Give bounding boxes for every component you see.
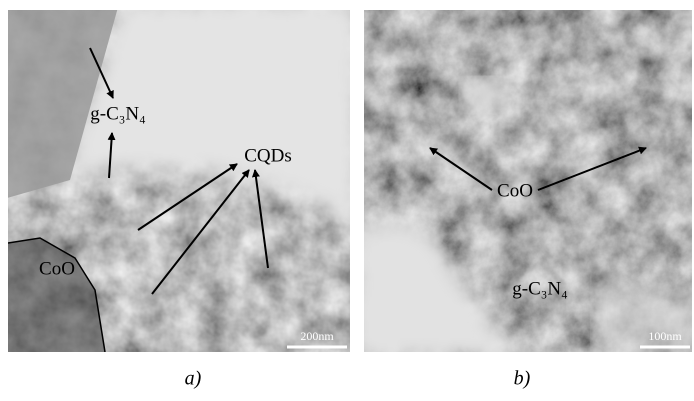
shape — [463, 79, 507, 111]
caption-b: b) — [514, 368, 531, 390]
label-g-c3n4: g-C₃N₄ — [90, 103, 145, 124]
label-g-c3n4: g-C₃N₄ — [512, 278, 567, 299]
label-cqds: CQDs — [244, 145, 292, 166]
figure: g-C₃N₄ CQDs CoO 200nm a) CoO g-C₃N₄ 100n… — [0, 0, 694, 401]
caption-a: a) — [185, 368, 202, 390]
label-coo: CoO — [39, 258, 75, 279]
tem-image-a — [0, 0, 360, 352]
scale-bar-label: 200nm — [300, 329, 334, 343]
scale-bar-label: 100nm — [648, 329, 682, 343]
label-coo: CoO — [497, 180, 533, 201]
